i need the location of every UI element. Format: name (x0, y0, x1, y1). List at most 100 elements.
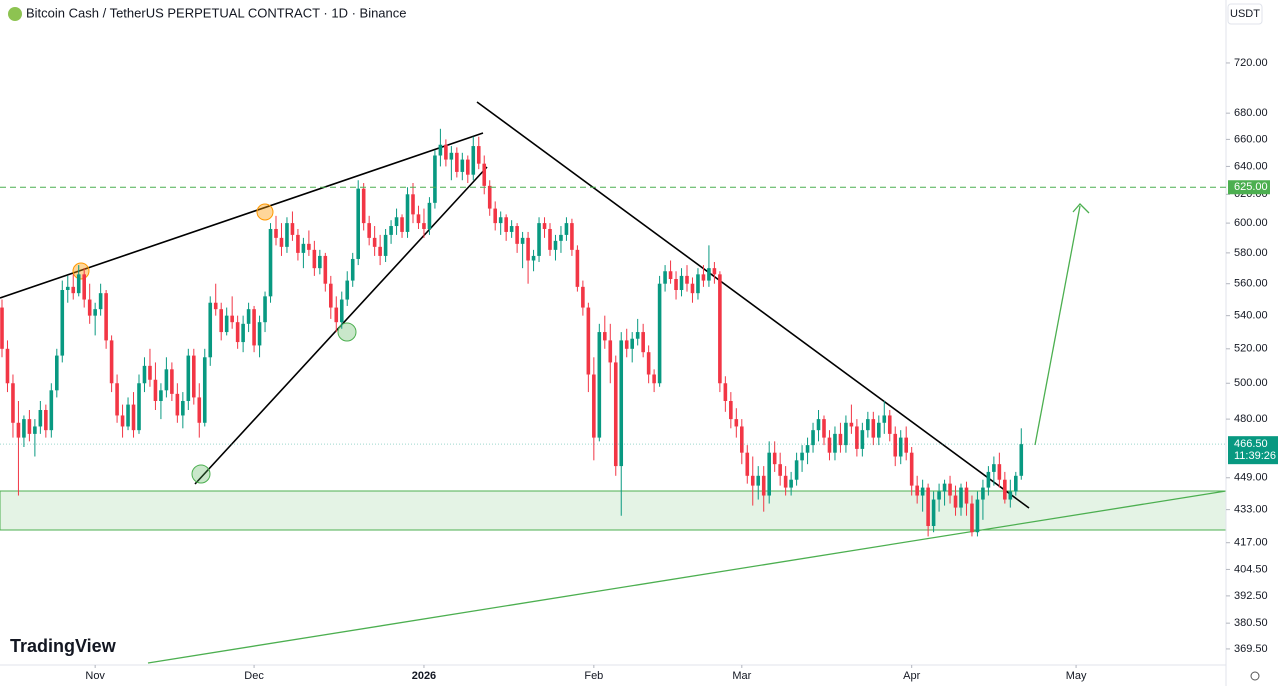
candle-body (60, 290, 65, 356)
candle-body (487, 185, 492, 209)
candle-body (937, 491, 941, 500)
candle-body (5, 348, 10, 384)
candle-body (433, 155, 437, 203)
candle-body (1019, 444, 1024, 476)
currency-box[interactable] (1227, 3, 1263, 25)
candle-body (772, 452, 777, 465)
symbol-icon (8, 7, 22, 21)
candle-body (986, 471, 991, 488)
y-tick-label: 392.50 (1234, 590, 1268, 602)
candle-body (104, 293, 108, 341)
candle-body (603, 332, 607, 341)
candle-body (16, 422, 21, 438)
candle-body (394, 217, 399, 227)
candle-body (745, 452, 750, 476)
settings-icon[interactable] (1250, 671, 1260, 681)
candle-body (997, 464, 1002, 480)
candle-body (65, 286, 70, 291)
price-label: 466.50 (1234, 438, 1268, 450)
y-tick-label: 369.50 (1234, 643, 1268, 655)
touch-marker (191, 464, 211, 484)
candle-body (586, 307, 591, 375)
candle-body (646, 352, 651, 375)
currency[interactable]: USDT (1230, 8, 1260, 20)
candle-body (816, 419, 821, 431)
candle-body (1003, 479, 1007, 500)
candle-body (323, 255, 328, 284)
candle-body (109, 340, 114, 384)
candle-body (411, 194, 415, 215)
candle-body (570, 223, 574, 250)
x-tick-label: Dec (244, 670, 264, 682)
x-tick-label: 2026 (412, 670, 436, 682)
candle-body (186, 355, 191, 401)
candle-body (153, 379, 158, 401)
candle-body (208, 302, 213, 358)
candle-body (230, 315, 234, 323)
candle-body (756, 475, 761, 486)
candles (0, 128, 1024, 537)
candle-body (882, 415, 887, 423)
candle-body (805, 445, 810, 453)
candle-body (789, 479, 793, 488)
candle-body (597, 332, 602, 438)
candle-body (953, 495, 958, 508)
candle-body (378, 246, 382, 256)
candle-body (175, 393, 180, 416)
candle-body (668, 271, 673, 280)
candle-body (866, 419, 870, 431)
candle-body (38, 410, 43, 427)
trend-line (147, 490, 1227, 664)
candle-body (389, 226, 393, 235)
candle-body (904, 437, 908, 453)
candle-body (833, 433, 837, 453)
candle-body (329, 283, 333, 308)
candle-body (120, 415, 125, 427)
candle-body (285, 223, 289, 247)
candle-body (592, 374, 596, 438)
candle-body (822, 419, 826, 438)
candle-body (630, 338, 634, 349)
candle-body (290, 223, 295, 235)
y-tick-label: 417.00 (1234, 537, 1268, 549)
candle-body (844, 422, 848, 446)
candle-body (213, 302, 218, 310)
candle-body (981, 487, 985, 500)
candle-body (992, 464, 996, 472)
candle-body (531, 255, 536, 261)
y-tick-label: 433.00 (1234, 504, 1268, 516)
candle-body (898, 437, 903, 457)
candle-body (257, 322, 262, 346)
candle-body (71, 286, 76, 294)
candle-body (871, 419, 876, 438)
candle-body (1014, 475, 1018, 492)
y-tick-label: 480.00 (1234, 413, 1268, 425)
y-tick-label: 680.00 (1234, 107, 1268, 119)
candle-body (855, 426, 859, 449)
candle-body (734, 419, 739, 427)
y-tick-label: 500.00 (1234, 377, 1268, 389)
candle-body (224, 315, 229, 333)
candle-body (482, 163, 487, 186)
brand: TradingView (10, 636, 117, 656)
candle-body (942, 483, 947, 492)
candle-body (55, 355, 59, 391)
candle-body (778, 464, 782, 476)
candle-body (1008, 491, 1013, 500)
candle-body (279, 237, 284, 247)
candle-body (641, 332, 645, 353)
candle-body (712, 268, 717, 275)
candle-body (11, 383, 15, 423)
candle-body (202, 357, 207, 423)
candle-body (964, 487, 969, 504)
candle-body (455, 152, 459, 172)
candle-body (740, 426, 744, 453)
candle-body (526, 237, 530, 261)
candle-body (679, 275, 684, 291)
candle-body (197, 397, 202, 423)
y-tick-label: 449.00 (1234, 472, 1268, 484)
candle-body (537, 223, 541, 256)
candle-body (400, 217, 404, 232)
candle-body (115, 383, 119, 416)
candle-body (860, 430, 865, 449)
